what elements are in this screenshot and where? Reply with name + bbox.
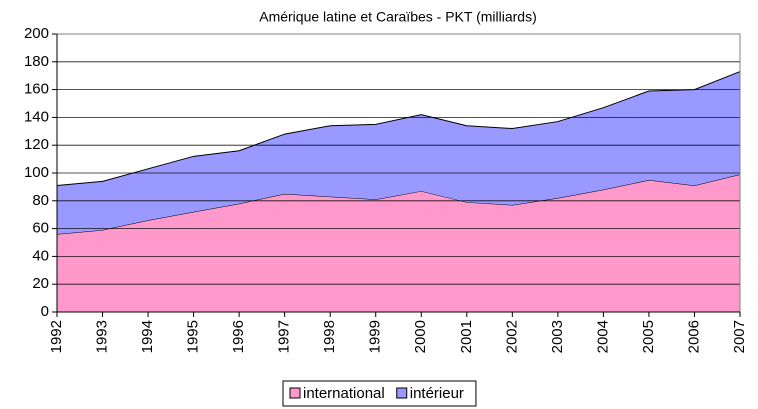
x-tick-label: 2002: [503, 320, 520, 353]
x-tick-label: 2004: [594, 320, 611, 353]
area: [57, 71, 740, 235]
y-tick-label: 80: [32, 192, 49, 209]
y-tick-label: 160: [24, 81, 49, 98]
y-tick-label: 60: [32, 220, 49, 237]
x-tick-label: 1998: [321, 320, 338, 353]
y-tick-label: 40: [32, 247, 49, 264]
legend-label: intérieur: [410, 385, 464, 402]
x-tick-label: 2001: [458, 320, 475, 353]
x-tick-label: 2000: [412, 320, 429, 353]
chart-title: Amérique latine et Caraïbes - PKT (milli…: [259, 9, 537, 25]
x-tick-label: 1994: [139, 320, 156, 353]
x-tick-label: 1995: [185, 320, 202, 353]
area-edge: [56, 71, 741, 187]
y-tick-label: 120: [24, 136, 49, 153]
legend-label: international: [303, 385, 385, 402]
y-tick-label: 20: [32, 275, 49, 292]
x-tick-label: 2005: [640, 320, 657, 353]
y-tick-label: 200: [24, 25, 49, 42]
y-tick-label: 140: [24, 108, 49, 125]
y-tick-label: 0: [41, 303, 49, 320]
y-tick-label: 180: [24, 53, 49, 70]
legend-swatch: [289, 387, 301, 399]
legend: [282, 380, 477, 407]
legend-swatch: [396, 387, 408, 399]
x-tick-label: 1997: [276, 320, 293, 353]
y-tick-label: 100: [24, 164, 49, 181]
x-tick-label: 1999: [367, 320, 384, 353]
area: [57, 174, 740, 312]
x-tick-label: 2003: [549, 320, 566, 353]
x-tick-label: 1996: [230, 320, 247, 353]
x-tick-label: 1992: [48, 320, 65, 353]
x-tick-label: 1993: [94, 320, 111, 353]
x-tick-label: 2006: [685, 320, 702, 353]
x-tick-label: 2007: [731, 320, 748, 353]
